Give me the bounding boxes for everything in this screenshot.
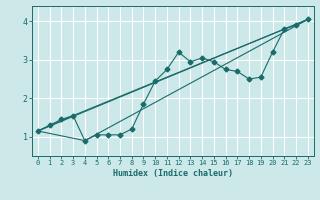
X-axis label: Humidex (Indice chaleur): Humidex (Indice chaleur) (113, 169, 233, 178)
